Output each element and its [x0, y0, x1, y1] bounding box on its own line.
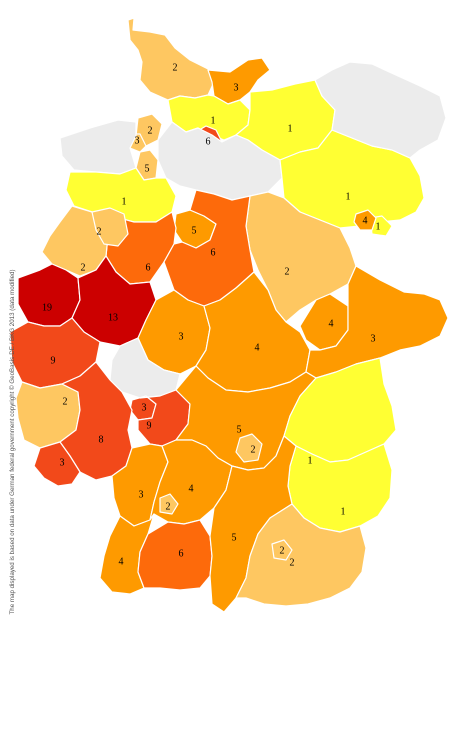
region-label: 2 [285, 266, 290, 277]
region-label: 2 [81, 262, 86, 273]
region-label: 3 [179, 331, 184, 342]
region-ruhr-west[interactable] [17, 263, 81, 327]
region-nuremberg[interactable] [235, 433, 263, 463]
region-label: 3 [234, 82, 239, 93]
region-label: 9 [51, 355, 56, 366]
region-label: 1 [346, 191, 351, 202]
region-label: 4 [329, 318, 334, 329]
region-label: 19 [42, 302, 52, 313]
region-label: 1 [211, 115, 216, 126]
region-label: 1 [376, 221, 381, 232]
region-berlin[interactable] [353, 209, 377, 231]
region-label: 2 [97, 226, 102, 237]
region-label: 6 [146, 262, 151, 273]
region-label: 2 [166, 501, 171, 512]
region-steinfurt[interactable] [91, 207, 129, 247]
region-labels: 2 3 1 1 6 2 3 5 1 1 1 4 2 5 6 6 2 2 19 1… [42, 62, 381, 568]
region-label: 1 [122, 196, 127, 207]
region-label: 3 [139, 489, 144, 500]
region-label: 4 [363, 215, 368, 226]
region-tuebingen[interactable] [137, 519, 213, 591]
region-label: 6 [179, 548, 184, 559]
region-vorpommern[interactable] [314, 61, 447, 159]
region-label: 1 [341, 506, 346, 517]
region-label: 1 [288, 123, 293, 134]
region-label: 2 [280, 545, 285, 556]
region-label: 3 [135, 135, 140, 146]
germany-choropleth-map: 2 3 1 1 6 2 3 5 1 1 1 4 2 5 6 6 2 2 19 1… [9, 17, 449, 613]
regions-layer [9, 17, 449, 613]
region-label: 9 [147, 420, 152, 431]
region-label: 2 [63, 396, 68, 407]
region-label: 3 [60, 457, 65, 468]
region-munich[interactable] [271, 539, 293, 561]
region-label: 4 [189, 483, 194, 494]
region-upper-bavaria[interactable] [235, 503, 367, 607]
region-saarland[interactable] [33, 441, 81, 487]
region-east-frisia[interactable] [59, 119, 137, 175]
region-label: 5 [232, 532, 237, 543]
region-label: 1 [308, 455, 313, 466]
region-label: 3 [142, 402, 147, 413]
region-label: 6 [206, 136, 211, 147]
region-label: 5 [192, 225, 197, 236]
region-label: 5 [145, 163, 150, 174]
region-label: 2 [173, 62, 178, 73]
region-label: 2 [290, 557, 295, 568]
map-attribution: The map displayed is based on data under… [9, 269, 16, 615]
region-label: 5 [237, 424, 242, 435]
region-label: 3 [371, 333, 376, 344]
region-label: 8 [99, 434, 104, 445]
region-stuttgart-city[interactable] [159, 493, 179, 515]
region-label: 4 [255, 342, 260, 353]
region-schleswig-holstein[interactable] [127, 17, 215, 101]
region-label: 4 [119, 556, 124, 567]
region-luebeck[interactable] [207, 57, 271, 105]
region-label: 2 [148, 125, 153, 136]
region-label: 2 [251, 444, 256, 455]
region-label: 6 [211, 247, 216, 258]
region-label: 13 [108, 312, 118, 323]
